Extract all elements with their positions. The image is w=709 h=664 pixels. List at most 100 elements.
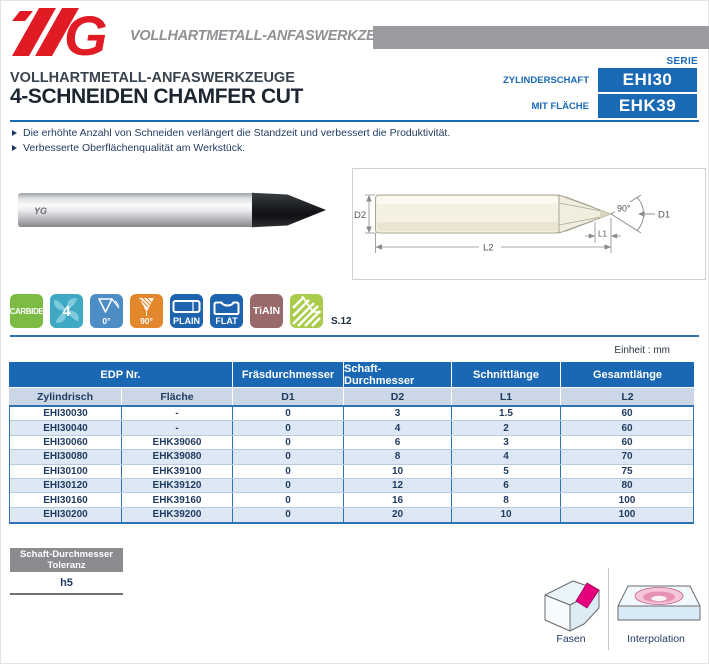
table-header-group: Schnittlänge xyxy=(452,362,561,388)
yg-logo-letter: G xyxy=(64,5,108,59)
table-cell: EHK39200 xyxy=(122,507,233,523)
table-cell: 8 xyxy=(452,493,561,507)
blue-rule-top xyxy=(10,120,699,122)
tool-coated-tip xyxy=(252,192,326,228)
shank-brand-mark: YG xyxy=(34,206,48,216)
series-row-mit-flaeche: MIT FLÄCHE EHK39 xyxy=(503,94,697,118)
table-body: EHI30030 - 0 3 1.5 60 EHI30040 - 0 4 2 6… xyxy=(9,407,694,525)
tolerance-header-line1: Schaft-Durchmesser xyxy=(20,549,113,560)
table-cell: 70 xyxy=(621,451,633,463)
table-cell: EHK39060 xyxy=(122,435,233,450)
table-cell: 10 xyxy=(452,507,561,523)
product-title: 4-SCHNEIDEN CHAMFER CUT xyxy=(10,85,303,108)
table-cell: 60 xyxy=(621,436,633,448)
tolerance-box: Schaft-Durchmesser Toleranz h5 xyxy=(10,548,123,595)
table-cell: 100 xyxy=(618,494,636,506)
table-header-group: EDP Nr. xyxy=(9,362,233,388)
application-interpolation-illustration xyxy=(617,585,701,621)
dim-arrow xyxy=(375,244,382,250)
table-cell: EHK39080 xyxy=(122,450,233,464)
table-cell: EHI30030 xyxy=(10,407,122,421)
table-subheader: Zylindrisch xyxy=(9,388,122,405)
drawing-body-highlight xyxy=(377,196,558,204)
flute-count-label: 4 xyxy=(62,302,71,320)
table-cell: EHI30120 xyxy=(10,478,122,493)
flat-shank-badge: FLAT xyxy=(210,294,243,328)
plain-shank-badge: PLAIN xyxy=(170,294,203,328)
feature-item: Die erhöhte Anzahl von Schneiden verläng… xyxy=(12,127,450,139)
label-backplate xyxy=(615,202,636,213)
table-cell: EHI30200 xyxy=(10,507,122,523)
table-cell: 6 xyxy=(344,435,452,450)
chamfer-highlight xyxy=(575,582,600,609)
table-subheader: L1 xyxy=(452,388,561,405)
dim-label-d1: D1 xyxy=(658,210,670,221)
application-interpolation-label: Interpolation xyxy=(627,633,685,645)
dim-arrow xyxy=(638,211,645,217)
flat-shank-icon xyxy=(213,301,240,315)
table-cell: 20 xyxy=(344,507,452,523)
chamfering-application-badge xyxy=(290,294,323,328)
dim-arrow xyxy=(588,233,595,239)
table-header-group: Fräsdurchmesser xyxy=(233,362,344,388)
tool-photo: YG xyxy=(16,189,328,231)
table-cell: 10 xyxy=(344,464,452,478)
table-cell: 0 xyxy=(233,493,344,507)
table-cell: 2 xyxy=(452,421,561,435)
table-cell: EHK39100 xyxy=(122,464,233,478)
chamfer-point-icon xyxy=(138,297,154,316)
series-row-label: MIT FLÄCHE xyxy=(531,100,589,112)
tolerance-header: Schaft-Durchmesser Toleranz xyxy=(10,548,123,572)
dim-arrow xyxy=(611,233,618,239)
drawing-tool-tip xyxy=(558,194,613,234)
carbide-badge: CARBIDE xyxy=(10,294,43,328)
unit-note: Einheit : mm xyxy=(614,345,670,356)
table-cell: EHK39160 xyxy=(122,493,233,507)
feature-item: Verbesserte Oberflächenqualität am Werks… xyxy=(12,142,450,154)
table-cell: 0 xyxy=(233,435,344,450)
tip-angle-badge: 0° xyxy=(90,294,123,328)
bullet-arrow-icon xyxy=(12,145,17,151)
chamfer-angle-badge: 90° xyxy=(130,294,163,328)
table-cell: EHI30080 xyxy=(10,450,122,464)
application-fasen-illustration xyxy=(544,580,600,632)
table-row: EHI30120 EHK39120 0 12 6 80 xyxy=(10,478,693,494)
table-cell: 0 xyxy=(233,421,344,435)
spec-table: EDP Nr. Fräsdurchmesser Schaft-Durchmess… xyxy=(9,362,694,525)
table-cell: 12 xyxy=(344,478,452,493)
series-code-ehk39: EHK39 xyxy=(598,94,697,118)
table-cell: 0 xyxy=(233,450,344,464)
table-subheader: L2 xyxy=(561,388,694,405)
series-block: ZYLINDERSCHAFT EHI30 MIT FLÄCHE EHK39 xyxy=(503,68,697,118)
table-cell: 6 xyxy=(452,478,561,493)
table-cell: - xyxy=(122,421,233,435)
tip-angle-label: 0° xyxy=(102,316,111,326)
banner-title: VOLLHARTMETALL-ANFASWERKZEUGE xyxy=(130,28,406,44)
table-cell: 3 xyxy=(344,407,452,421)
flat-shank-label: FLAT xyxy=(215,316,238,326)
table-row: EHI30160 EHK39160 0 16 8 100 xyxy=(10,493,693,508)
plain-shank-icon xyxy=(172,300,201,313)
blue-rule-mid xyxy=(10,335,699,337)
chamfer-angle-label: 90° xyxy=(140,316,153,326)
drawing-flute-lines xyxy=(558,196,602,232)
drawing-body-shade xyxy=(377,222,558,231)
dim-label-l2: L2 xyxy=(483,243,494,254)
table-cell: 8 xyxy=(344,450,452,464)
table-cell: 0 xyxy=(233,478,344,493)
table-subheader-row: Zylindrisch Fläche D1 D2 L1 L2 xyxy=(9,388,694,407)
table-row: EHI30100 EHK39100 0 10 5 75 xyxy=(10,464,693,479)
table-row: EHI30040 - 0 4 2 60 xyxy=(10,421,693,436)
table-header-row: EDP Nr. Fräsdurchmesser Schaft-Durchmess… xyxy=(9,362,694,388)
yg-logo-slash-2 xyxy=(35,8,79,56)
table-cell: 60 xyxy=(621,408,633,420)
yg-logo-slash-1 xyxy=(12,8,56,56)
serie-label: SERIE xyxy=(666,56,698,67)
yg-logo: G xyxy=(12,5,108,59)
table-cell: 16 xyxy=(344,493,452,507)
dim-arrow xyxy=(366,195,372,202)
dim-d2-extension-lines xyxy=(365,194,375,234)
table-row: EHI30030 - 0 3 1.5 60 xyxy=(10,407,693,422)
tialn-coating-badge: TiAlN xyxy=(250,294,283,328)
